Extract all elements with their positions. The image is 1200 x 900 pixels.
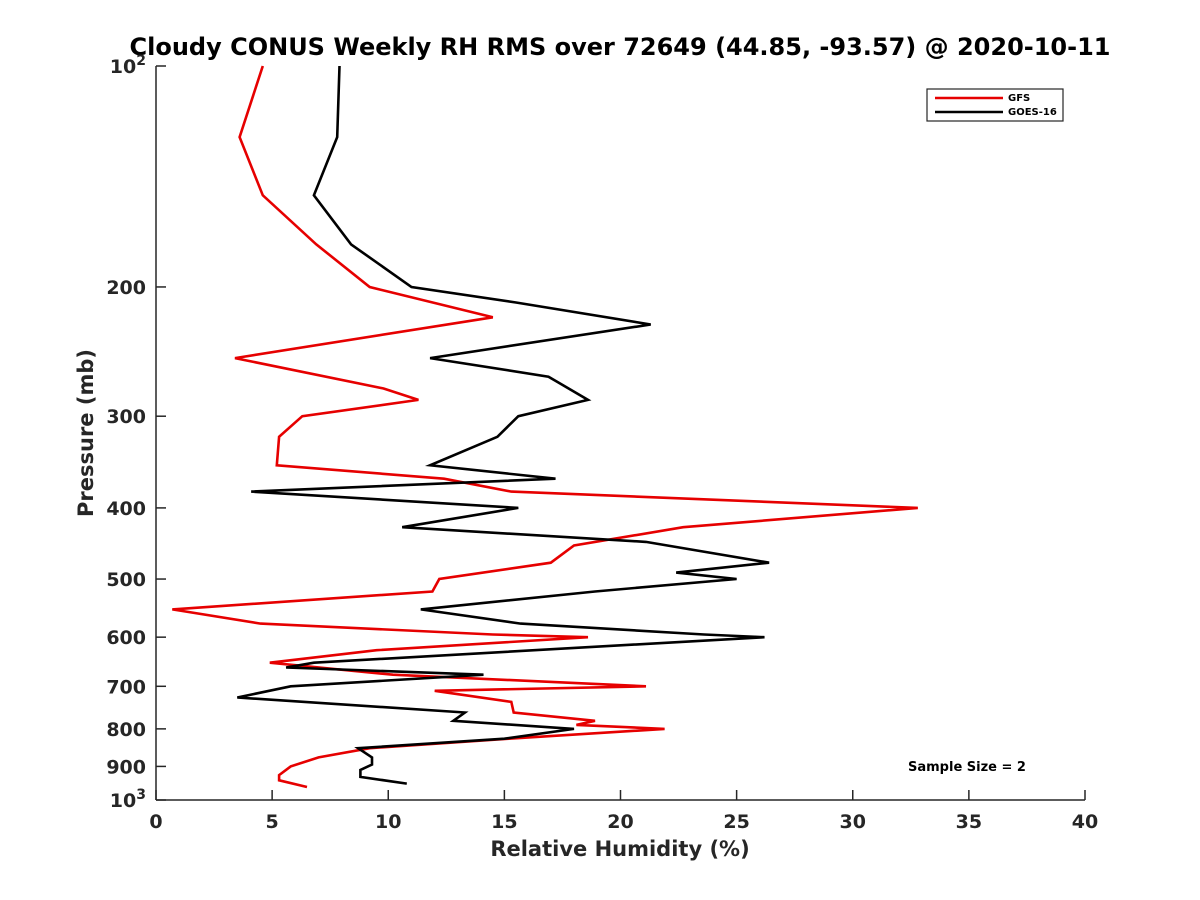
y-tick-label: 800 <box>106 719 146 741</box>
y-tick-label: 400 <box>106 498 146 520</box>
y-tick-label: 200 <box>106 277 146 299</box>
x-tick-label: 25 <box>723 811 749 833</box>
series-line-gfs <box>172 65 918 789</box>
y-tick-label: 102 <box>110 53 146 78</box>
x-ticks: 0 5 10 15 20 25 30 35 40 <box>149 790 1098 833</box>
chart-title: Cloudy CONUS Weekly RH RMS over 72649 (4… <box>130 33 1111 61</box>
x-tick-label: 15 <box>491 811 517 833</box>
x-axis-label: Relative Humidity (%) <box>490 837 749 861</box>
y-ticks: 102 200 300 400 500 600 700 800 900 103 <box>106 53 166 812</box>
x-tick-label: 10 <box>375 811 401 833</box>
x-tick-label: 40 <box>1072 811 1098 833</box>
y-tick-label: 103 <box>110 787 146 812</box>
y-tick-label: 900 <box>106 756 146 778</box>
sample-size-annotation: Sample Size = 2 <box>908 760 1026 775</box>
y-tick-label: 500 <box>106 569 146 591</box>
plot-area <box>155 66 1085 801</box>
y-tick-label: 300 <box>106 406 146 428</box>
series-line-goes-16 <box>237 65 770 785</box>
y-tick-label: 600 <box>106 627 146 649</box>
legend-label-gfs: GFS <box>1008 93 1030 104</box>
x-tick-label: 30 <box>840 811 866 833</box>
x-tick-label: 0 <box>149 811 162 833</box>
x-tick-label: 5 <box>266 811 279 833</box>
x-tick-label: 35 <box>956 811 982 833</box>
legend-label-goes16: GOES-16 <box>1008 107 1057 118</box>
legend-box <box>926 88 1064 122</box>
x-tick-label: 20 <box>607 811 633 833</box>
y-tick-label: 700 <box>106 676 146 698</box>
y-axis-label: Pressure (mb) <box>74 349 98 517</box>
series-lines <box>172 65 918 789</box>
legend: GFS GOES-16 <box>926 88 1064 122</box>
